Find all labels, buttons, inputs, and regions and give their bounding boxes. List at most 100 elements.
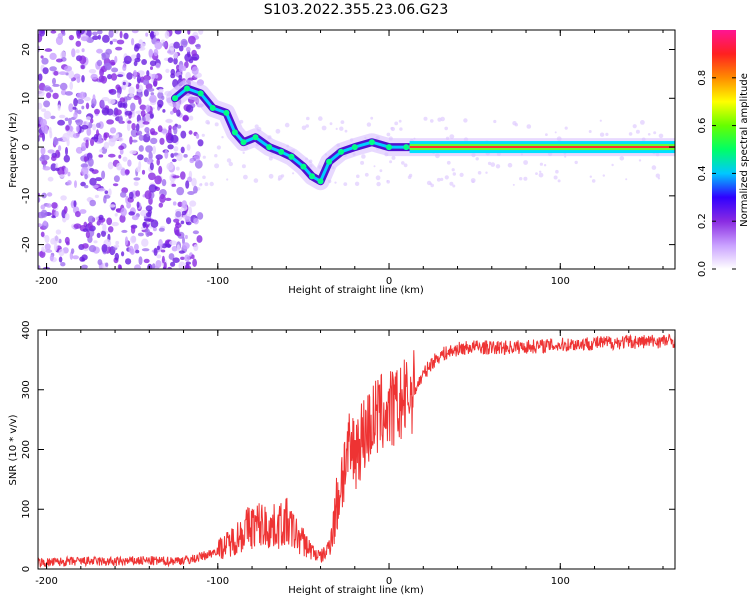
noise-blob: [162, 109, 166, 113]
ridge-peak: [386, 144, 392, 151]
noise-blob: [138, 256, 143, 265]
noise-blob: [93, 134, 99, 143]
noise-blob: [118, 154, 122, 159]
noise-blob: [45, 249, 53, 253]
noise-blob: [138, 97, 142, 105]
noise-blob: [113, 175, 120, 183]
noise-blob: [53, 136, 58, 146]
spectrogram-y-ticks: 20 10 0 -10 -20: [21, 43, 675, 253]
noise-blob: [135, 190, 141, 197]
noise-blob: [81, 264, 88, 269]
noise-blob: [97, 187, 106, 192]
x-tick-label: 0: [386, 276, 392, 287]
noise-blob: [545, 133, 548, 137]
noise-blob: [59, 114, 66, 119]
noise-blob: [188, 115, 194, 121]
noise-blob: [169, 240, 177, 246]
noise-blob: [43, 110, 52, 120]
noise-blob: [147, 88, 155, 92]
noise-blob: [42, 166, 51, 171]
noise-blob: [170, 68, 176, 76]
noise-blob: [602, 174, 605, 177]
noise-blob: [140, 43, 146, 47]
noise-blob: [97, 259, 103, 266]
ridge-peak: [223, 109, 230, 116]
noise-blob: [89, 168, 94, 172]
noise-blob: [157, 125, 163, 133]
noise-blob: [178, 74, 183, 80]
noise-blob: [90, 137, 95, 147]
noise-blob: [306, 116, 310, 121]
noise-blob: [106, 108, 114, 116]
noise-blob: [75, 49, 80, 54]
noise-blob: [79, 55, 87, 65]
noise-blob: [485, 171, 488, 174]
page-title: S103.2022.355.23.06.G23: [264, 2, 449, 18]
noise-blob: [97, 34, 101, 40]
noise-blob: [407, 175, 412, 179]
noise-blob: [131, 123, 136, 130]
noise-blob: [146, 212, 152, 218]
noise-blob: [55, 167, 60, 171]
noise-blob: [184, 264, 192, 269]
noise-blob: [73, 73, 81, 79]
noise-blob: [386, 180, 391, 184]
noise-blob: [92, 184, 99, 189]
noise-blob: [81, 105, 85, 110]
noise-blob: [158, 202, 163, 208]
noise-blob: [166, 217, 172, 225]
noise-blob: [128, 86, 135, 95]
noise-blob: [38, 73, 43, 82]
noise-blob: [136, 201, 140, 208]
noise-blob: [75, 125, 80, 133]
noise-blob: [59, 82, 68, 91]
noise-blob: [386, 132, 391, 137]
noise-blob: [376, 181, 381, 187]
noise-blob: [85, 231, 90, 239]
noise-blob: [184, 254, 190, 262]
noise-blob: [120, 191, 127, 198]
noise-blob: [156, 245, 160, 251]
x-tick-label: -200: [35, 576, 58, 587]
noise-blob: [154, 175, 162, 185]
noise-blob: [165, 132, 171, 141]
noise-blob: [119, 115, 123, 124]
noise-blob: [60, 51, 67, 60]
ridge-peak: [326, 158, 333, 165]
noise-blob: [80, 163, 89, 168]
noise-blob: [101, 52, 106, 57]
noise-blob: [226, 178, 229, 181]
noise-blob: [156, 254, 162, 259]
colorbar-ticks: 0.0 0.2 0.4 0.6 0.8: [697, 70, 736, 277]
noise-blob: [321, 125, 327, 131]
noise-blob: [141, 59, 148, 65]
ridge-peak: [252, 134, 259, 141]
noise-blob: [133, 60, 138, 67]
noise-blob: [96, 48, 103, 54]
noise-blob: [153, 78, 158, 87]
noise-blob: [59, 174, 66, 178]
noise-blob: [69, 81, 73, 91]
noise-blob: [91, 97, 97, 107]
noise-blob: [40, 118, 47, 128]
noise-blob: [72, 133, 80, 139]
noise-blob: [539, 170, 542, 173]
noise-blob: [170, 261, 176, 267]
noise-blob: [277, 175, 283, 180]
noise-blob: [175, 211, 182, 218]
noise-blob: [125, 258, 132, 265]
noise-blob: [173, 218, 180, 223]
noise-blob: [48, 127, 52, 133]
noise-blob: [54, 210, 59, 218]
noise-blob: [87, 222, 93, 229]
noise-blob: [38, 135, 41, 142]
noise-blob: [53, 70, 59, 76]
noise-blob: [177, 201, 183, 207]
noise-blob: [40, 209, 48, 218]
noise-blob: [129, 136, 133, 145]
noise-blob: [477, 171, 482, 175]
y-tick-label: 300: [21, 380, 32, 399]
noise-blob: [101, 230, 106, 237]
noise-blob: [178, 64, 184, 73]
noise-blob: [118, 145, 125, 150]
